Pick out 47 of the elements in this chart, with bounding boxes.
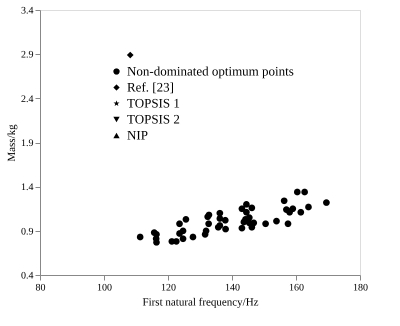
point bbox=[289, 205, 296, 212]
point bbox=[182, 216, 190, 223]
point bbox=[284, 220, 292, 228]
y-tick-label: 1.4 bbox=[21, 182, 34, 194]
point bbox=[222, 216, 229, 224]
y-tick-label: 1.9 bbox=[21, 138, 34, 149]
x-tick-label: 100 bbox=[97, 282, 112, 294]
point bbox=[305, 204, 312, 210]
x-tick-label: 180 bbox=[353, 282, 368, 294]
point bbox=[280, 197, 288, 204]
y-tick-label: 2.9 bbox=[21, 50, 34, 61]
point bbox=[301, 188, 308, 196]
point bbox=[323, 199, 330, 206]
point bbox=[136, 234, 144, 240]
point bbox=[297, 208, 304, 216]
y-tick-label: 0.9 bbox=[21, 226, 34, 238]
legend-label: NIP bbox=[127, 128, 148, 142]
point bbox=[243, 208, 250, 216]
x-axis-title: First natural frequency/Hz bbox=[142, 296, 259, 308]
point bbox=[190, 234, 196, 240]
x-tick-label: 80 bbox=[36, 282, 46, 294]
point bbox=[238, 205, 246, 212]
x-tick-label: 120 bbox=[161, 282, 176, 294]
point bbox=[262, 220, 269, 228]
point bbox=[205, 220, 212, 228]
point bbox=[126, 52, 134, 58]
y-tick-label: 3.4 bbox=[21, 6, 34, 16]
point bbox=[216, 215, 224, 222]
y-tick-label: 0.4 bbox=[21, 270, 34, 282]
legend-label: Non-dominated optimum points bbox=[127, 64, 294, 78]
point bbox=[176, 220, 183, 228]
y-axis-title: Mass/kg bbox=[6, 124, 18, 162]
point bbox=[180, 235, 186, 242]
x-tick-label: 160 bbox=[289, 282, 304, 294]
point bbox=[273, 218, 280, 224]
point bbox=[248, 204, 256, 212]
point bbox=[222, 226, 229, 232]
legend-label: TOPSIS 1 bbox=[127, 96, 180, 110]
point bbox=[202, 227, 210, 234]
y-tick-label: 2.4 bbox=[21, 94, 34, 105]
point bbox=[243, 200, 250, 208]
point bbox=[294, 188, 301, 196]
legend-label: TOPSIS 2 bbox=[127, 112, 180, 126]
point bbox=[238, 224, 246, 232]
point bbox=[180, 227, 186, 234]
x-tick-label: 140 bbox=[225, 282, 240, 294]
legend-label: Ref. [23] bbox=[127, 80, 174, 94]
